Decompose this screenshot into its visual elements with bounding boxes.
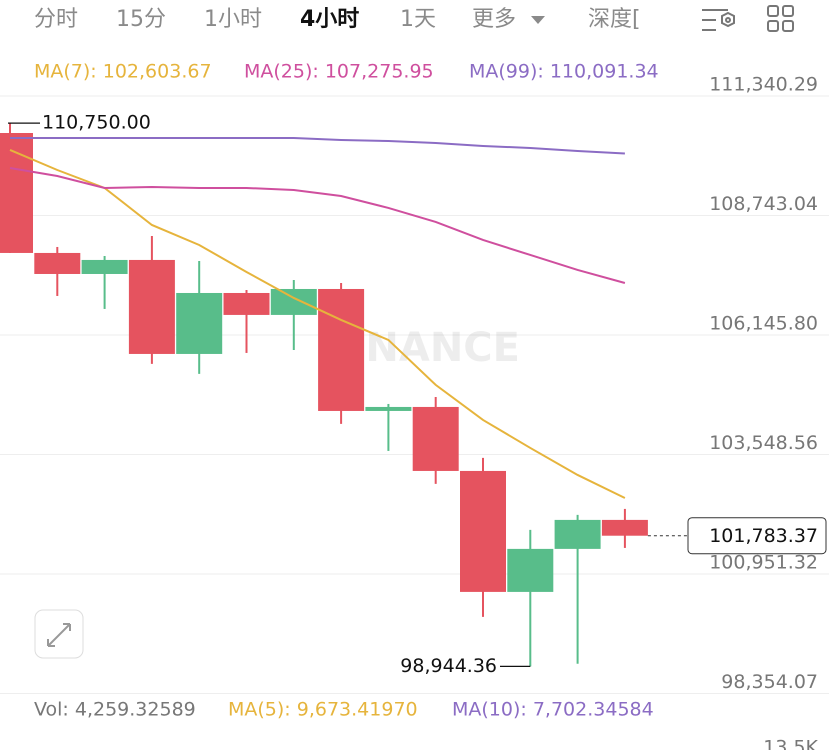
candle-body [554,519,601,549]
toolbar: 分时 15分 1小时 4小时 1天 更多 深度[ [34,5,794,32]
tab[interactable]: 15分 [116,7,166,32]
candle-body [176,292,223,354]
y-tick-label: 108,743.04 [709,193,818,215]
volume-legend: Vol: 4,259.32589 [34,699,196,721]
ma-line [9,149,626,499]
candle-body [128,259,175,354]
low-label: 98,944.36 [400,655,497,677]
y-tick-label: 98,354.07 [721,671,818,693]
candle-body [223,292,270,315]
legend-entry: MA(25): 107,275.95 [244,61,434,83]
y-tick-label: 106,145.80 [709,313,818,335]
volume-legend: MA(10): 7,702.34584 [452,699,654,721]
candle-body [412,406,459,471]
tab-active[interactable]: 4小时 [300,7,359,32]
tab[interactable]: 1天 [400,7,436,32]
high-label: 110,750.00 [42,112,151,134]
dropdown-arrow[interactable] [531,16,545,24]
ma-line [9,166,626,284]
tab[interactable]: 深度[ [588,7,641,32]
candle-body [507,548,554,592]
legend-entry: MA(7): 102,603.67 [34,61,212,83]
settings-icon[interactable] [702,9,735,31]
y-tick-label: 103,548.56 [709,432,818,454]
candle-body [34,252,81,274]
grid-icon[interactable] [767,5,794,32]
candle-body [81,259,128,274]
legend-entry: MA(99): 110,091.34 [469,61,659,83]
candle-body [318,288,365,411]
candle-body [365,406,412,411]
volume-legend: MA(5): 9,673.41970 [228,699,418,721]
y-tick-label: 100,951.32 [709,551,818,573]
candle-body [0,133,33,253]
volume-axis-label: 13.5K [763,737,818,750]
plot: 111,340.29 108,743.04 106,145.80 103,548.56… [0,61,829,750]
candle-body [601,519,648,536]
candle-body [460,470,506,592]
tab[interactable]: 更多 [472,7,516,32]
tab[interactable]: 1小时 [204,7,262,32]
tab[interactable]: 分时 [34,7,78,32]
last-price-box [687,517,827,555]
last-price-label: 101,783.37 [709,525,818,547]
expand-button[interactable] [34,609,84,659]
y-tick-label: 111,340.29 [709,74,818,96]
candle-body [270,288,317,315]
ma-line [10,136,625,155]
